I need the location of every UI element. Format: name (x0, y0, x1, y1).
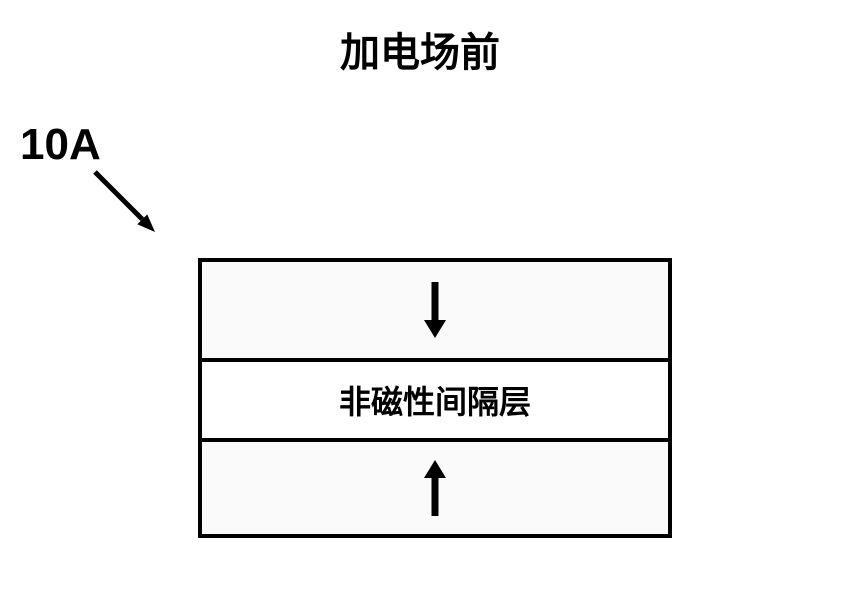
callout-arrow-10a (81, 158, 169, 246)
arrow-up-icon (420, 456, 450, 520)
bottom-magnetic-layer (202, 438, 668, 534)
spacer-layer-label: 非磁性间隔层 (339, 377, 531, 423)
layer-stack: 非磁性间隔层 (198, 258, 672, 538)
diagram-title: 加电场前 (340, 20, 500, 78)
arrow-down-icon (420, 278, 450, 342)
spacer-layer: 非磁性间隔层 (202, 358, 668, 438)
top-magnetic-layer (202, 262, 668, 358)
